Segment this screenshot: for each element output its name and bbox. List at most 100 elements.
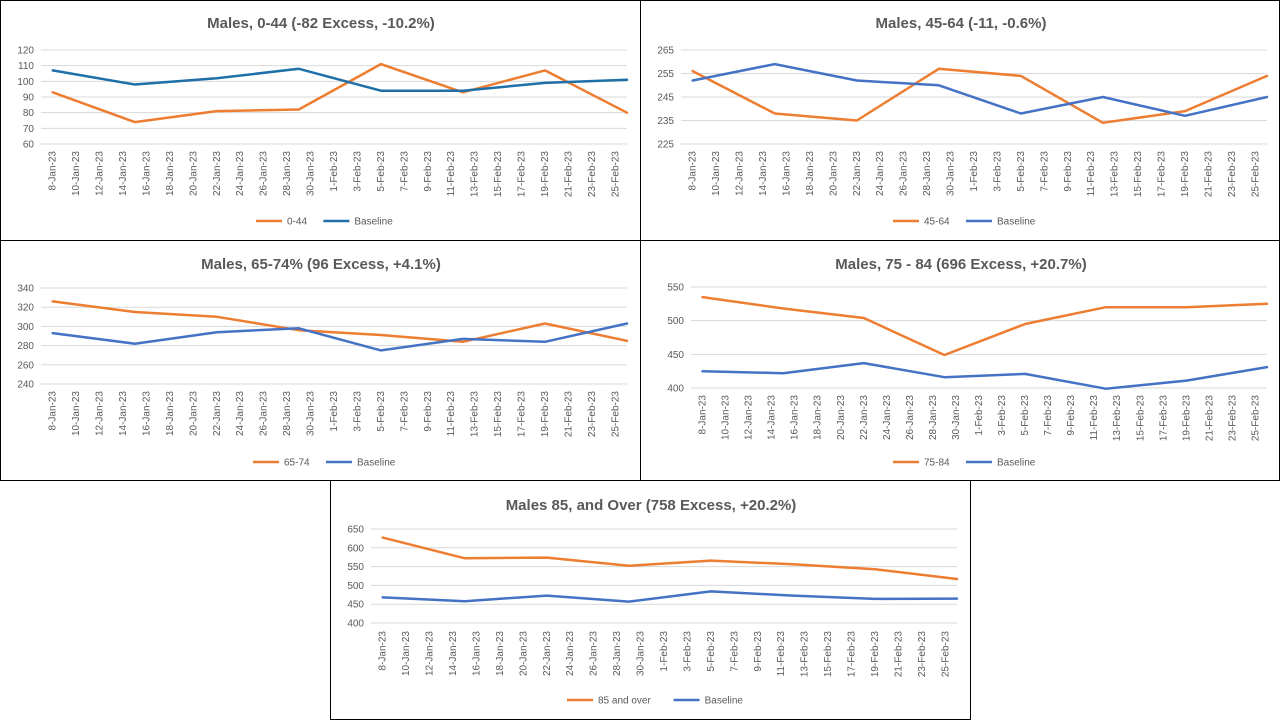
series-line-baseline: [51, 67, 629, 92]
y-tick-label: 450: [347, 600, 364, 611]
y-tick-label: 240: [17, 380, 34, 391]
x-tick-label: 13-Feb-23: [1110, 151, 1121, 198]
x-tick-label: 30-Jan-23: [306, 151, 317, 196]
x-tick-label: 25-Feb-23: [610, 391, 621, 438]
x-tick-label: 22-Jan-23: [542, 631, 553, 676]
x-tick-label: 21-Feb-23: [563, 391, 574, 438]
x-tick-label: 17-Feb-23: [1158, 395, 1169, 442]
x-tick-label: 9-Feb-23: [423, 151, 434, 192]
x-tick-label: 11-Feb-23: [1086, 151, 1097, 197]
x-tick-label: 21-Feb-23: [563, 151, 574, 198]
x-tick-label: 25-Feb-23: [1250, 151, 1261, 198]
legend-label: 45-64: [924, 217, 950, 228]
y-tick-label: 100: [17, 77, 34, 88]
x-tick-label: 10-Jan-23: [721, 395, 732, 440]
y-tick-label: 235: [657, 116, 674, 127]
x-tick-label: 25-Feb-23: [1250, 395, 1261, 442]
x-tick-label: 18-Jan-23: [165, 391, 176, 436]
y-tick-label: 225: [657, 140, 674, 151]
x-tick-label: 28-Jan-23: [282, 391, 293, 436]
x-tick-label: 24-Jan-23: [565, 631, 576, 676]
x-tick-label: 13-Feb-23: [800, 631, 811, 678]
chart-males-0-44: Males, 0-44 (-82 Excess, -10.2%) 60 70 80 90…: [17, 15, 629, 228]
x-tick-label: 8-Jan-23: [48, 151, 59, 191]
x-tick-label: 30-Jan-23: [951, 395, 962, 440]
x-tick-label: 15-Feb-23: [493, 151, 504, 198]
y-tick-label: 260: [17, 360, 34, 371]
x-tick-label: 8-Jan-23: [378, 631, 389, 671]
x-tick-label: 7-Feb-23: [729, 631, 740, 672]
x-tick-label: 13-Feb-23: [470, 151, 481, 198]
chart-panel-males-75-84: Males, 75 - 84 (696 Excess, +20.7%) 400 45…: [640, 240, 1280, 481]
y-tick-label: 120: [17, 46, 34, 57]
x-tick-label: 1-Feb-23: [969, 151, 980, 192]
y-tick-label: 245: [657, 93, 674, 104]
x-tick-label: 30-Jan-23: [946, 151, 957, 196]
x-tick-label: 22-Jan-23: [852, 151, 863, 196]
x-tick-label: 5-Feb-23: [1020, 395, 1031, 436]
x-tick-label: 14-Jan-23: [118, 391, 129, 436]
chart-panel-males-65-74: Males, 65-74% (96 Excess, +4.1%) 240 260 28…: [0, 240, 641, 481]
x-tick-label: 23-Feb-23: [1227, 395, 1238, 442]
chart-males-45-64: Males, 45-64 (-11, -0.6%) 225 235 245 255 265…: [657, 15, 1269, 228]
x-tick-label: 8-Jan-23: [688, 151, 699, 191]
x-tick-label: 5-Feb-23: [1016, 151, 1027, 192]
x-tick-label: 15-Feb-23: [823, 631, 834, 678]
y-tick-label: 70: [23, 124, 35, 135]
series-line-baseline: [701, 361, 1269, 390]
y-tick-label: 280: [17, 341, 34, 352]
legend-label: Baseline: [705, 696, 744, 707]
x-tick-label: 7-Feb-23: [399, 391, 410, 432]
x-tick-label: 17-Feb-23: [847, 631, 858, 678]
chart-title: Males, 65-74% (96 Excess, +4.1%): [201, 256, 441, 273]
x-tick-label: 9-Feb-23: [753, 631, 764, 672]
y-tick-label: 400: [667, 384, 684, 395]
chart-panel-males-45-64: Males, 45-64 (-11, -0.6%) 225 235 245 255 265…: [640, 0, 1280, 241]
x-tick-label: 7-Feb-23: [1043, 395, 1054, 436]
x-tick-label: 12-Jan-23: [735, 151, 746, 196]
x-tick-label: 8-Jan-23: [48, 391, 59, 431]
x-tick-label: 5-Feb-23: [376, 391, 387, 432]
y-tick-label: 500: [667, 316, 684, 327]
chart-panel-males-85-over: Males 85, and Over (758 Excess, +20.2%) 4…: [330, 480, 971, 720]
series-line-baseline: [51, 322, 629, 352]
x-tick-label: 21-Feb-23: [1203, 151, 1214, 198]
legend-label: Baseline: [997, 217, 1036, 228]
x-tick-label: 24-Jan-23: [235, 151, 246, 196]
x-tick-label: 23-Feb-23: [587, 151, 598, 198]
x-tick-label: 28-Jan-23: [922, 151, 933, 196]
x-tick-label: 20-Jan-23: [188, 151, 199, 196]
x-tick-label: 12-Jan-23: [95, 151, 106, 196]
y-tick-label: 650: [347, 525, 364, 536]
x-tick-label: 28-Jan-23: [612, 631, 623, 676]
x-tick-label: 26-Jan-23: [259, 391, 270, 436]
x-tick-label: 15-Feb-23: [1133, 151, 1144, 198]
x-tick-label: 16-Jan-23: [141, 151, 152, 196]
x-tick-label: 23-Feb-23: [1227, 151, 1238, 198]
x-tick-label: 21-Feb-23: [1204, 395, 1215, 442]
x-tick-label: 8-Jan-23: [698, 395, 709, 435]
x-tick-label: 9-Feb-23: [423, 391, 434, 432]
x-tick-label: 12-Jan-23: [95, 391, 106, 436]
chart-males-75-84: Males, 75 - 84 (696 Excess, +20.7%) 400 45…: [667, 256, 1269, 469]
x-tick-label: 17-Feb-23: [1157, 151, 1168, 198]
series-line-group: [51, 300, 629, 344]
x-tick-label: 14-Jan-23: [758, 151, 769, 196]
y-tick-label: 110: [18, 61, 34, 72]
x-tick-label: 10-Jan-23: [71, 151, 82, 196]
x-tick-label: 18-Jan-23: [813, 395, 824, 440]
x-tick-label: 19-Feb-23: [1180, 151, 1191, 198]
x-tick-label: 19-Feb-23: [1181, 395, 1192, 442]
chart-title: Males, 0-44 (-82 Excess, -10.2%): [207, 15, 435, 32]
x-tick-label: 12-Jan-23: [425, 631, 436, 676]
x-tick-label: 10-Jan-23: [401, 631, 412, 676]
y-tick-label: 320: [17, 303, 34, 314]
series-line-group: [701, 295, 1269, 357]
x-tick-label: 24-Jan-23: [882, 395, 893, 440]
y-tick-label: 550: [667, 283, 684, 294]
y-tick-label: 300: [17, 322, 34, 333]
y-tick-label: 80: [23, 108, 35, 119]
legend-label: 65-74: [284, 458, 310, 469]
x-tick-label: 11-Feb-23: [776, 631, 787, 677]
y-tick-label: 60: [23, 140, 35, 151]
